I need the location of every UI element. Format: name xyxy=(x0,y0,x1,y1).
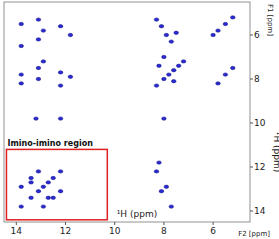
peak xyxy=(157,161,162,164)
peak xyxy=(36,77,41,80)
y-tick xyxy=(250,123,253,124)
peak xyxy=(51,196,56,199)
peak xyxy=(36,170,41,173)
peak xyxy=(159,25,164,28)
x-label: ¹H (ppm) xyxy=(117,209,157,219)
x-tick xyxy=(163,222,164,225)
y-tick-label: 12 xyxy=(254,162,265,172)
peak xyxy=(41,29,46,32)
x-axis-title: F2 [ppm] xyxy=(238,230,270,238)
x-tick-label: 8 xyxy=(161,226,167,236)
peak xyxy=(19,82,24,85)
annotation-text: Imino-imino region xyxy=(7,139,93,148)
x-tick xyxy=(65,222,66,225)
peak xyxy=(58,117,63,120)
chart: 14 12 10 8 6 6 8 10 12 14 F2 [ppm] F1 [ppm] ¹H (ppm)… xyxy=(0,0,279,239)
y-tick-label: 8 xyxy=(254,74,260,84)
peak xyxy=(162,55,167,58)
peak xyxy=(167,73,172,76)
peak xyxy=(19,22,24,25)
y-tick xyxy=(250,211,253,212)
peak xyxy=(162,117,167,120)
peak xyxy=(51,176,56,179)
plot-frame xyxy=(4,2,250,222)
x-tick xyxy=(16,222,17,225)
annotation-box xyxy=(6,149,107,219)
peak xyxy=(68,33,73,36)
peak xyxy=(159,190,164,193)
peak xyxy=(19,205,24,208)
peak xyxy=(58,25,63,28)
peak xyxy=(162,77,167,80)
y-axis-title: F1 [ppm] xyxy=(266,4,274,36)
peak xyxy=(68,75,73,78)
peak xyxy=(19,185,24,188)
peak xyxy=(58,190,63,193)
peak xyxy=(19,44,24,47)
peak xyxy=(46,181,51,184)
peak xyxy=(41,185,46,188)
peak xyxy=(154,170,159,173)
x-tick-label: 10 xyxy=(109,226,121,236)
peak xyxy=(223,22,228,25)
x-tick xyxy=(213,222,214,225)
peak xyxy=(154,84,159,87)
peak xyxy=(211,33,216,36)
x-tick-label: 6 xyxy=(210,226,216,236)
peak xyxy=(41,205,46,208)
peak xyxy=(223,73,228,76)
peak xyxy=(164,33,169,36)
peak xyxy=(34,117,39,120)
peak xyxy=(171,69,176,72)
peak xyxy=(216,82,221,85)
peak xyxy=(164,185,169,188)
peak xyxy=(176,64,181,67)
peak xyxy=(46,196,51,199)
peak xyxy=(36,66,41,69)
peak xyxy=(174,31,179,34)
peak xyxy=(19,73,24,76)
peak xyxy=(169,205,174,208)
peak xyxy=(36,190,41,193)
y-tick xyxy=(250,79,253,80)
peak xyxy=(58,84,63,87)
peak xyxy=(36,18,41,21)
peak xyxy=(169,40,174,43)
y-label: ¹H (ppm) xyxy=(272,132,279,172)
peak xyxy=(58,71,63,74)
peak xyxy=(216,29,221,32)
y-tick-label: 14 xyxy=(254,206,266,216)
peak xyxy=(29,176,34,179)
y-tick xyxy=(250,35,253,36)
peak xyxy=(181,60,186,63)
peak xyxy=(41,60,46,63)
peak xyxy=(29,196,34,199)
x-tick-label: 12 xyxy=(60,226,71,236)
peak xyxy=(157,64,162,67)
peak xyxy=(230,66,235,69)
peak xyxy=(58,170,63,173)
y-tick-label: 10 xyxy=(254,118,266,128)
y-tick xyxy=(250,167,253,168)
peak xyxy=(29,181,34,184)
x-tick xyxy=(114,222,115,225)
peak xyxy=(230,16,235,19)
y-tick-label: 6 xyxy=(254,30,260,40)
peak xyxy=(171,80,176,83)
peak xyxy=(154,18,159,21)
peak xyxy=(36,38,41,41)
x-tick-label: 14 xyxy=(11,226,23,236)
